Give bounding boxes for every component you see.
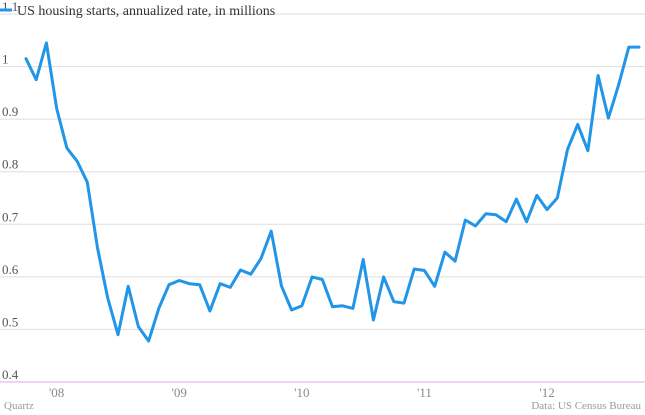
x-tick-label: '11 [417, 385, 432, 400]
y-tick-label: 0.9 [2, 104, 18, 119]
source-right: Data: US Census Bureau [531, 400, 641, 412]
y-tick-label: 0.7 [2, 209, 19, 224]
x-tick-label: '12 [539, 385, 554, 400]
y-tick-label: 1.1 [2, 0, 18, 14]
x-tick-label: '08 [49, 385, 64, 400]
source-left: Quartz [4, 400, 34, 412]
x-tick-label: '10 [294, 385, 309, 400]
y-axis-ticks: 0.4 0.5 0.6 0.7 0.8 0.9 1 1.1 [2, 0, 19, 382]
y-tick-label: 0.5 [2, 314, 18, 329]
y-tick-label: 0.8 [2, 157, 18, 172]
series-layer [24, 41, 641, 343]
legend-label: US housing starts, annualized rate, in m… [17, 4, 275, 19]
legend: US housing starts, annualized rate, in m… [0, 4, 275, 19]
x-tick-label: '09 [172, 385, 187, 400]
y-tick-label: 0.6 [2, 262, 19, 277]
y-tick-label: 0.4 [2, 367, 19, 382]
gridlines [0, 13, 645, 383]
y-tick-label: 1 [2, 52, 9, 67]
x-axis-ticks: '08 '09 '10 '11 '12 [49, 385, 555, 400]
series-line [24, 41, 641, 343]
